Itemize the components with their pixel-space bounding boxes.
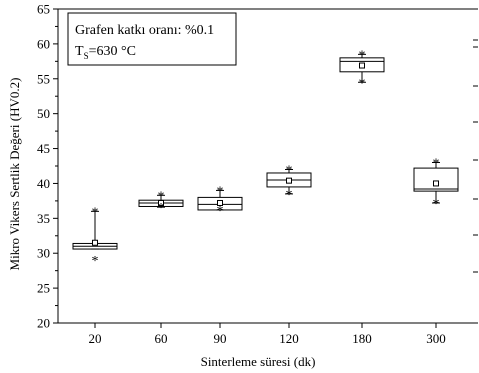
min-marker: * — [92, 254, 99, 269]
y-tick-label: 20 — [37, 316, 50, 331]
x-axis: 20 60 90 120 180 300 — [89, 323, 446, 346]
annotation-subscript: S — [84, 51, 89, 61]
box — [413, 167, 459, 192]
box-group: ** — [413, 157, 459, 212]
max-marker: * — [92, 205, 99, 220]
box-group: ** — [266, 163, 312, 203]
annotation-symbol: T — [75, 44, 84, 59]
y-tick-label: 40 — [37, 176, 50, 191]
min-marker: * — [359, 76, 366, 91]
y-tick-label: 30 — [37, 246, 50, 261]
max-marker: * — [158, 189, 165, 204]
max-marker: * — [217, 184, 224, 199]
box-group: ** — [72, 205, 118, 269]
mean-marker — [286, 177, 292, 184]
min-marker: * — [433, 197, 440, 212]
y-tick-label: 60 — [37, 36, 50, 51]
annotation-line-2: TS=630 °C — [75, 44, 136, 61]
box-group: ** — [339, 48, 385, 91]
max-marker: * — [286, 163, 293, 178]
y-tick-label: 65 — [37, 2, 50, 17]
y-tick-label: 50 — [37, 106, 50, 121]
box — [339, 57, 385, 73]
box-series: ************ — [72, 48, 459, 269]
mean-marker — [359, 62, 365, 69]
y-axis: 20 25 30 35 40 45 50 55 60 65 — [37, 2, 58, 331]
x-tick-label: 300 — [426, 331, 446, 346]
x-tick-label: 180 — [352, 331, 372, 346]
max-marker: * — [433, 157, 440, 172]
x-tick-label: 90 — [214, 331, 227, 346]
annotation-frame — [67, 12, 237, 66]
y-tick-label: 55 — [37, 71, 50, 86]
max-marker: * — [359, 48, 366, 63]
min-marker: * — [286, 188, 293, 203]
y-axis-title: Mikro Vikers Sertlik Değeri (HV0.2) — [7, 78, 22, 271]
right-axis-ticks — [473, 39, 478, 273]
x-tick-label: 20 — [89, 331, 102, 346]
mean-marker — [92, 239, 98, 246]
box-group: ** — [138, 189, 184, 216]
y-tick-label: 45 — [37, 141, 50, 156]
min-marker: * — [158, 201, 165, 216]
y-tick-label: 35 — [37, 211, 50, 226]
x-tick-label: 120 — [279, 331, 299, 346]
x-axis-title: Sinterleme süresi (dk) — [201, 354, 316, 369]
annotation-value: =630 °C — [89, 44, 136, 59]
annotation: Grafen katkı oranı: %0.1 TS=630 °C — [67, 12, 237, 66]
y-tick-label: 25 — [37, 281, 50, 296]
mean-marker — [433, 180, 439, 187]
box-group: ** — [197, 184, 243, 219]
mean-marker — [217, 199, 223, 206]
box — [197, 196, 243, 211]
min-marker: * — [217, 204, 224, 219]
x-tick-label: 60 — [155, 331, 168, 346]
annotation-line-1: Grafen katkı oranı: %0.1 — [75, 23, 214, 38]
mean-marker — [158, 199, 164, 206]
